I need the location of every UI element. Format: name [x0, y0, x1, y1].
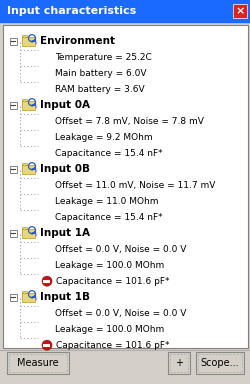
Bar	[22, 293, 35, 302]
Bar	[22, 227, 27, 230]
Bar	[10, 102, 17, 109]
Bar	[0, 0, 250, 22]
Text: Environment: Environment	[40, 36, 115, 46]
Bar	[10, 230, 17, 237]
Text: Capacitance = 101.6 pF*: Capacitance = 101.6 pF*	[56, 277, 169, 286]
Text: Offset = 11.0 mV, Noise = 11.7 mV: Offset = 11.0 mV, Noise = 11.7 mV	[55, 181, 214, 190]
Text: Input 0B: Input 0B	[40, 164, 90, 174]
Text: Input 1A: Input 1A	[40, 228, 90, 238]
Text: Measure: Measure	[17, 358, 58, 368]
Bar	[197, 354, 241, 372]
Bar	[10, 294, 17, 301]
Text: +: +	[174, 358, 182, 368]
Bar	[22, 165, 35, 174]
Text: Offset = 0.0 V, Noise = 0.0 V: Offset = 0.0 V, Noise = 0.0 V	[55, 245, 186, 254]
Text: Input 0A: Input 0A	[40, 100, 90, 110]
Bar	[22, 291, 27, 294]
Bar	[22, 99, 27, 102]
Text: Offset = 7.8 mV, Noise = 7.8 mV: Offset = 7.8 mV, Noise = 7.8 mV	[55, 117, 203, 126]
Text: Input characteristics: Input characteristics	[7, 6, 136, 16]
Bar	[167, 352, 189, 374]
Bar	[43, 344, 50, 347]
Text: Leakage = 100.0 MOhm: Leakage = 100.0 MOhm	[55, 261, 164, 270]
Bar	[9, 354, 67, 372]
Bar	[169, 354, 187, 372]
Text: Leakage = 9.2 MOhm: Leakage = 9.2 MOhm	[55, 133, 152, 142]
Text: Temperature = 25.2C: Temperature = 25.2C	[55, 53, 151, 62]
Text: Offset = 0.0 V, Noise = 0.0 V: Offset = 0.0 V, Noise = 0.0 V	[55, 309, 186, 318]
Bar	[232, 4, 246, 18]
Bar	[22, 35, 27, 38]
Circle shape	[42, 276, 52, 286]
Text: Main battery = 6.0V: Main battery = 6.0V	[55, 69, 146, 78]
Text: Leakage = 11.0 MOhm: Leakage = 11.0 MOhm	[55, 197, 158, 206]
Circle shape	[42, 340, 52, 350]
Text: Capacitance = 15.4 nF*: Capacitance = 15.4 nF*	[55, 149, 162, 158]
Bar	[10, 166, 17, 173]
Text: Leakage = 100.0 MOhm: Leakage = 100.0 MOhm	[55, 325, 164, 334]
Text: Capacitance = 15.4 nF*: Capacitance = 15.4 nF*	[55, 213, 162, 222]
Bar	[43, 280, 50, 283]
Bar	[195, 352, 243, 374]
Text: ×: ×	[234, 6, 244, 16]
Text: Scope...: Scope...	[200, 358, 238, 368]
Bar	[22, 37, 35, 46]
Text: Input 1B: Input 1B	[40, 292, 90, 302]
Text: Capacitance = 101.6 pF*: Capacitance = 101.6 pF*	[56, 341, 169, 350]
Bar	[7, 352, 69, 374]
Bar	[22, 229, 35, 238]
Bar	[22, 101, 35, 110]
Text: RAM battery = 3.6V: RAM battery = 3.6V	[55, 85, 144, 94]
Bar	[3, 25, 247, 348]
Bar	[22, 163, 27, 166]
Bar	[10, 38, 17, 45]
